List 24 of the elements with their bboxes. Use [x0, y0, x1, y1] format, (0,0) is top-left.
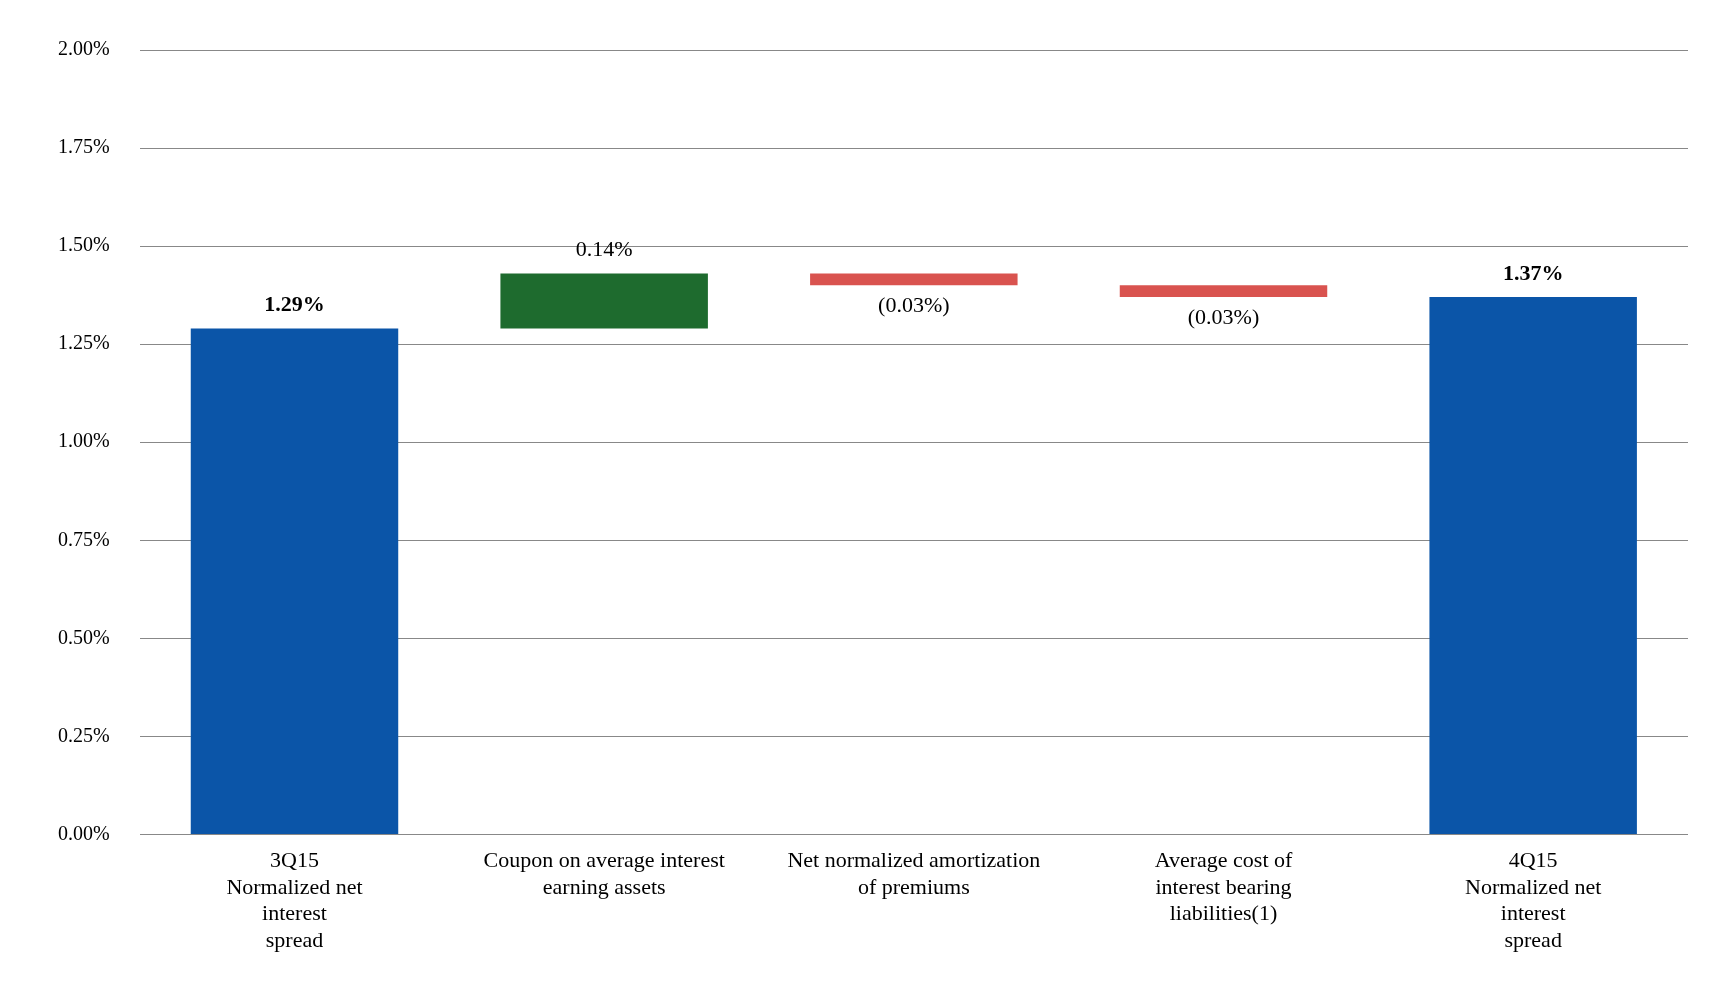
data-label: (0.03%)	[878, 292, 950, 318]
x-tick-label: 4Q15 Normalized net interest spread	[1465, 847, 1602, 952]
bar	[500, 273, 708, 329]
data-label: (0.03%)	[1187, 303, 1260, 329]
x-tick-label: 3Q15 Normalized net interest spread	[226, 847, 363, 952]
data-label: 1.37%	[1502, 259, 1564, 285]
y-tick-label: 0.50%	[57, 625, 110, 648]
bar	[1119, 285, 1328, 298]
bar	[1429, 297, 1637, 834]
y-tick-label: 0.00%	[57, 821, 110, 844]
y-tick-label: 0.25%	[57, 723, 110, 746]
bar	[810, 273, 1018, 286]
y-tick-label: 1.00%	[57, 429, 110, 452]
y-tick-label: 1.50%	[57, 233, 110, 256]
x-tick-label: Average cost of interest bearing liabilities(1)	[1154, 847, 1293, 926]
x-tick-label: Coupon on average interest earning assets	[483, 847, 725, 899]
y-tick-label: 2.00%	[57, 37, 110, 60]
bar	[190, 328, 399, 834]
y-tick-label: 1.25%	[57, 331, 110, 354]
y-tick-label: 0.75%	[57, 527, 110, 550]
y-tick-label: 1.75%	[57, 135, 110, 158]
data-label: 1.29%	[264, 291, 325, 317]
x-tick-label: Net normalized amortization of premiums	[787, 847, 1041, 899]
data-label: 0.14%	[575, 236, 633, 262]
